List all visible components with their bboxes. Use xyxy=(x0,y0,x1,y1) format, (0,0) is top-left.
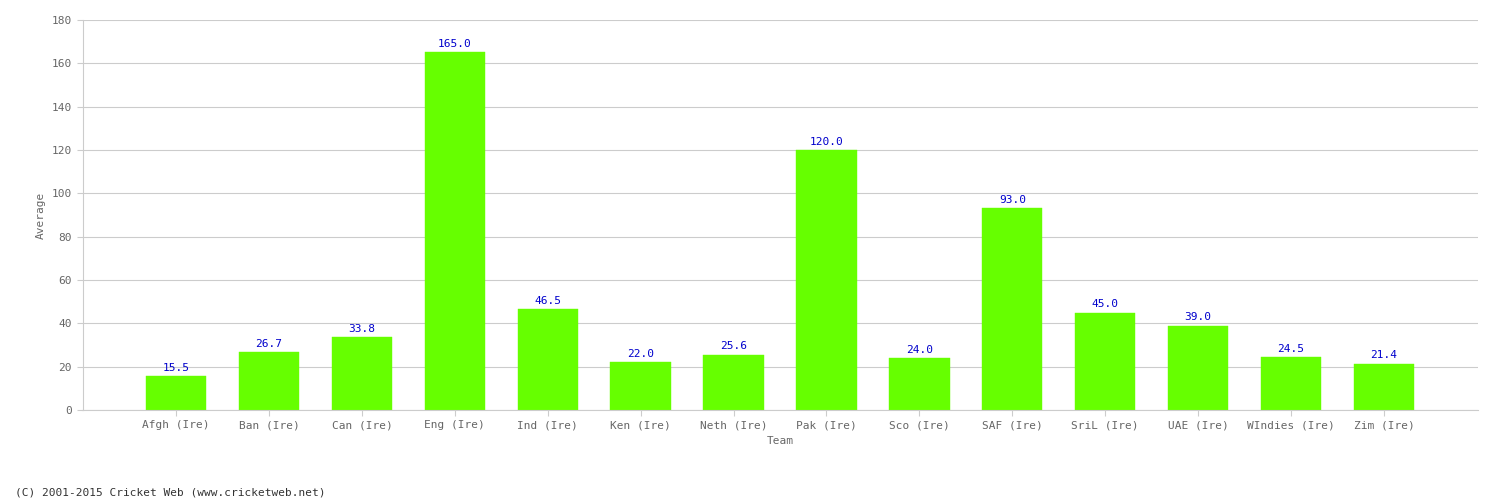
Bar xyxy=(796,150,856,410)
Text: 165.0: 165.0 xyxy=(438,40,471,50)
Text: 21.4: 21.4 xyxy=(1371,350,1398,360)
Bar xyxy=(146,376,207,410)
Text: 120.0: 120.0 xyxy=(810,136,843,147)
Text: 25.6: 25.6 xyxy=(720,342,747,351)
Text: 22.0: 22.0 xyxy=(627,349,654,359)
Bar xyxy=(610,362,670,410)
Bar xyxy=(238,352,298,410)
Text: (C) 2001-2015 Cricket Web (www.cricketweb.net): (C) 2001-2015 Cricket Web (www.cricketwe… xyxy=(15,488,326,498)
Text: 26.7: 26.7 xyxy=(255,339,282,349)
Bar xyxy=(424,52,484,410)
Bar xyxy=(1353,364,1414,410)
Bar xyxy=(1262,357,1322,410)
Bar xyxy=(332,337,392,410)
Y-axis label: Average: Average xyxy=(36,192,46,238)
Bar xyxy=(518,309,578,410)
Bar xyxy=(1168,326,1228,410)
Text: 24.5: 24.5 xyxy=(1278,344,1305,353)
Text: 93.0: 93.0 xyxy=(999,195,1026,205)
Text: 15.5: 15.5 xyxy=(162,363,189,373)
X-axis label: Team: Team xyxy=(766,436,794,446)
Bar xyxy=(1076,312,1136,410)
Bar xyxy=(982,208,1042,410)
Text: 24.0: 24.0 xyxy=(906,345,933,355)
Text: 46.5: 46.5 xyxy=(534,296,561,306)
Text: 39.0: 39.0 xyxy=(1185,312,1212,322)
Bar xyxy=(890,358,950,410)
Text: 45.0: 45.0 xyxy=(1092,299,1119,309)
Text: 33.8: 33.8 xyxy=(348,324,375,334)
Bar xyxy=(704,354,764,410)
